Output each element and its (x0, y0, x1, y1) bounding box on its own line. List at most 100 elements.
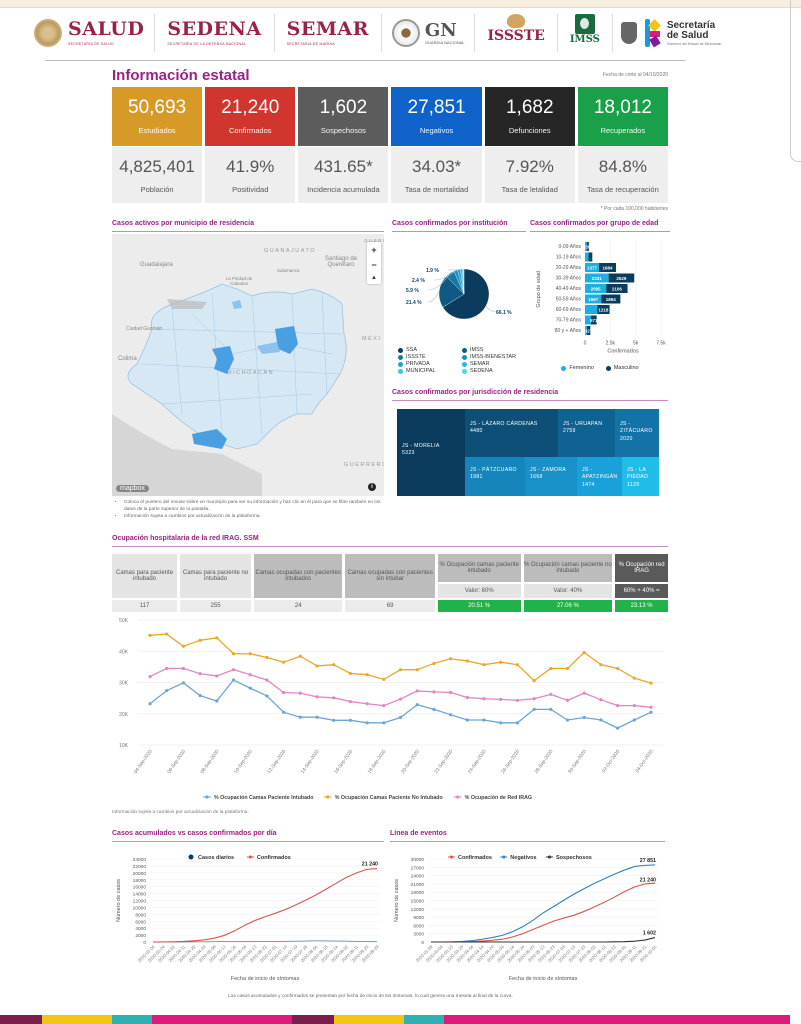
legend-label: IMSS (470, 347, 484, 353)
age-category-label: 10-19 Años (556, 255, 582, 261)
treemap-cell-js-l-zaro-c-rdenas[interactable]: JS - LÁZARO CÁRDENAS 4480 (465, 409, 558, 457)
zoom-in-button[interactable]: + (371, 244, 377, 255)
treemap-value: 1474 (582, 481, 595, 488)
municipality-map[interactable]: GUANAJUATO Santiago de Querétaro Guadala… (112, 234, 384, 496)
bottom-note: Los casos acumulados y confirmados se pr… (228, 994, 513, 999)
treemap-cell-js-morelia[interactable]: JS - MORELIA 5323 (397, 409, 465, 496)
legend-item-privada[interactable]: PRIVADA (398, 361, 462, 367)
cum-y-tick: 24000 (411, 874, 425, 880)
legend-item-semar[interactable]: SEMAR (462, 361, 526, 367)
legend-dot-icon (205, 795, 209, 799)
treemap-cell-js-zit-cuaro[interactable]: JS - ZITÁCUARO 2020 (615, 409, 659, 457)
occupancy-note: Información sujeta a cambios por actuali… (112, 810, 249, 815)
cum-y-tick: 24000 (133, 857, 147, 863)
treemap-cell-js-zamora[interactable]: JS - ZAMORA 1668 (525, 457, 577, 496)
occ-x-tick: 06-Sep-2020 (166, 748, 187, 774)
legend-label: Masculino (613, 365, 639, 371)
legend-label: SEMAR (470, 361, 490, 367)
occ-data-point (649, 705, 653, 709)
legend-item-sedena[interactable]: SEDENA (462, 368, 526, 374)
occ-series-line (149, 633, 652, 684)
age-bar-label: 2529 (616, 276, 627, 281)
occ-data-point (198, 672, 202, 676)
logo-sedena: SEDENA SECRETARÍA DE LA DEFENSA NACIONAL (155, 14, 275, 52)
cum-y-label: Número de casos (116, 879, 122, 922)
municipality-lazaro-cardenas-highlight[interactable] (192, 429, 227, 449)
legend-label: ISSSTE (406, 354, 426, 360)
legend-item-ssa[interactable]: SSA (398, 347, 462, 353)
municipality-lapiedad-highlight[interactable] (232, 300, 242, 309)
occ-x-tick: 30-Sep-2020 (567, 748, 588, 774)
occ-data-point (332, 696, 336, 700)
zoom-out-button[interactable]: − (371, 259, 377, 270)
occ-legend-item: % Ocupación Camas Paciente Intubado (203, 795, 314, 801)
treemap-cell-js-apatzing-n[interactable]: JS - APATZINGÁN 1474 (577, 457, 622, 496)
occ-data-point (465, 659, 469, 663)
occ-data-point (499, 660, 503, 664)
map-label-guerrero: GUERRERO (344, 462, 384, 468)
cum-legend-item: Negativos (500, 855, 537, 861)
legend-dot-icon (462, 354, 467, 360)
kpi-card-negativos[interactable]: 27,851 Negativos 34.03* Tasa de mortalidad (391, 87, 482, 203)
kpi-card-estudiados[interactable]: 50,693 Estudiados 4,825,401 Población (112, 87, 203, 203)
treemap-cell-js-la-piedad[interactable]: JS - LA PIEDAD 1129 (622, 457, 659, 496)
legend-item-municipal[interactable]: MUNICIPAL (398, 368, 462, 374)
legend-masculino[interactable]: Masculino (605, 365, 639, 371)
compass-button[interactable]: ▲ (371, 275, 377, 282)
kpi-card-defunciones[interactable]: 1,682 Defunciones 7.92% Tasa de letalidad (484, 87, 575, 203)
occ-data-point (282, 660, 286, 664)
occ-x-tick: 14-Sep-2020 (300, 748, 321, 774)
institution-section: Casos confirmados por institución 66.1 %… (392, 220, 526, 380)
legend-item-imss-bienestar[interactable]: IMSS-BIENESTAR (462, 354, 526, 360)
treemap-cell-js-uruapan[interactable]: JS - URUAPAN 2759 (558, 409, 615, 457)
treemap-value: 1668 (530, 474, 543, 481)
age-category-label: 60-69 Años (556, 307, 582, 313)
municipality-morelia-highlight[interactable] (275, 326, 298, 354)
header-pct-intubado: % Ocupación camas paciente intubado (437, 554, 521, 582)
cum-legend-label: Negativos (510, 855, 536, 861)
municipality-uruapan-highlight[interactable] (212, 346, 234, 374)
occ-x-tick: 24-Sep-2020 (467, 748, 488, 774)
stripe-segment (152, 1015, 292, 1024)
cum-y-tick: 0 (143, 940, 146, 946)
occ-data-point (198, 694, 202, 698)
occ-data-point (649, 681, 653, 685)
side-panel-edge (790, 0, 801, 162)
info-icon[interactable]: i (368, 483, 376, 491)
header-ocupadas-intubados: Camas ocupadas con pacientes intubados (254, 554, 343, 598)
logo-ss-subtitle: Gobierno del Estado de Michoacán (666, 41, 722, 46)
occ-data-point (231, 652, 236, 656)
treemap-cell-js-p-tzcuaro[interactable]: JS - PÁTZCUARO 1981 (465, 457, 525, 496)
cum-x-label: Fecha de inicio de síntomas (509, 976, 578, 982)
occ-data-point (148, 702, 152, 706)
occ-x-tick: 10-Sep-2020 (233, 748, 254, 774)
age-bar-masculino (597, 305, 610, 314)
occ-data-point (398, 715, 403, 720)
occupancy-line-chart: 10K 20K 30K 40K 50K 04-Sep-2020 06-Sep-2020 08-… (119, 618, 663, 801)
mapbox-logo[interactable]: mapbox (116, 485, 149, 492)
occ-data-point (599, 698, 603, 702)
kpi-card-confirmados[interactable]: 21,240 Confirmados 41.9% Positividad (205, 87, 296, 203)
logo-issste: ISSSTE (475, 14, 558, 52)
occ-data-point (482, 718, 486, 722)
municipality-patzcuaro-highlight[interactable] (257, 342, 280, 354)
kpi-card-recuperados[interactable]: 18,012 Recuperados 84.8% Tasa de recuperaci… (577, 87, 668, 203)
occ-y-tick: 10K (119, 743, 129, 749)
map-label-piedad: La Piedad de Cabadas (225, 276, 253, 286)
legend-dot-icon (398, 354, 403, 360)
legend-item-imss[interactable]: IMSS (462, 347, 526, 353)
kpi-card-sospechosos[interactable]: 1,602 Sospechosos 431.65* Incidencia acumul… (298, 87, 389, 203)
header-pct-red: % Ocupación red IRAG (615, 554, 668, 582)
cum-legend-label: Sospechosos (556, 855, 592, 861)
kpi-bottom: 41.9% Positividad (205, 147, 296, 203)
pie-data-label: 1.9 % (426, 268, 439, 274)
legend-femenino[interactable]: Femenino (561, 365, 594, 371)
occ-data-point (348, 718, 352, 722)
age-x-label: Confirmados (607, 349, 638, 355)
age-bar-masculino (586, 242, 589, 251)
logo-semar: SEMAR SECRETARÍA DE MARINA (275, 14, 382, 52)
legend-item-issste[interactable]: ISSSTE (398, 354, 462, 360)
legend-dot-icon (462, 361, 467, 367)
occ-data-point (465, 695, 469, 700)
map-notes: Coloca el puntero del mouse sobre un mun… (112, 499, 384, 521)
